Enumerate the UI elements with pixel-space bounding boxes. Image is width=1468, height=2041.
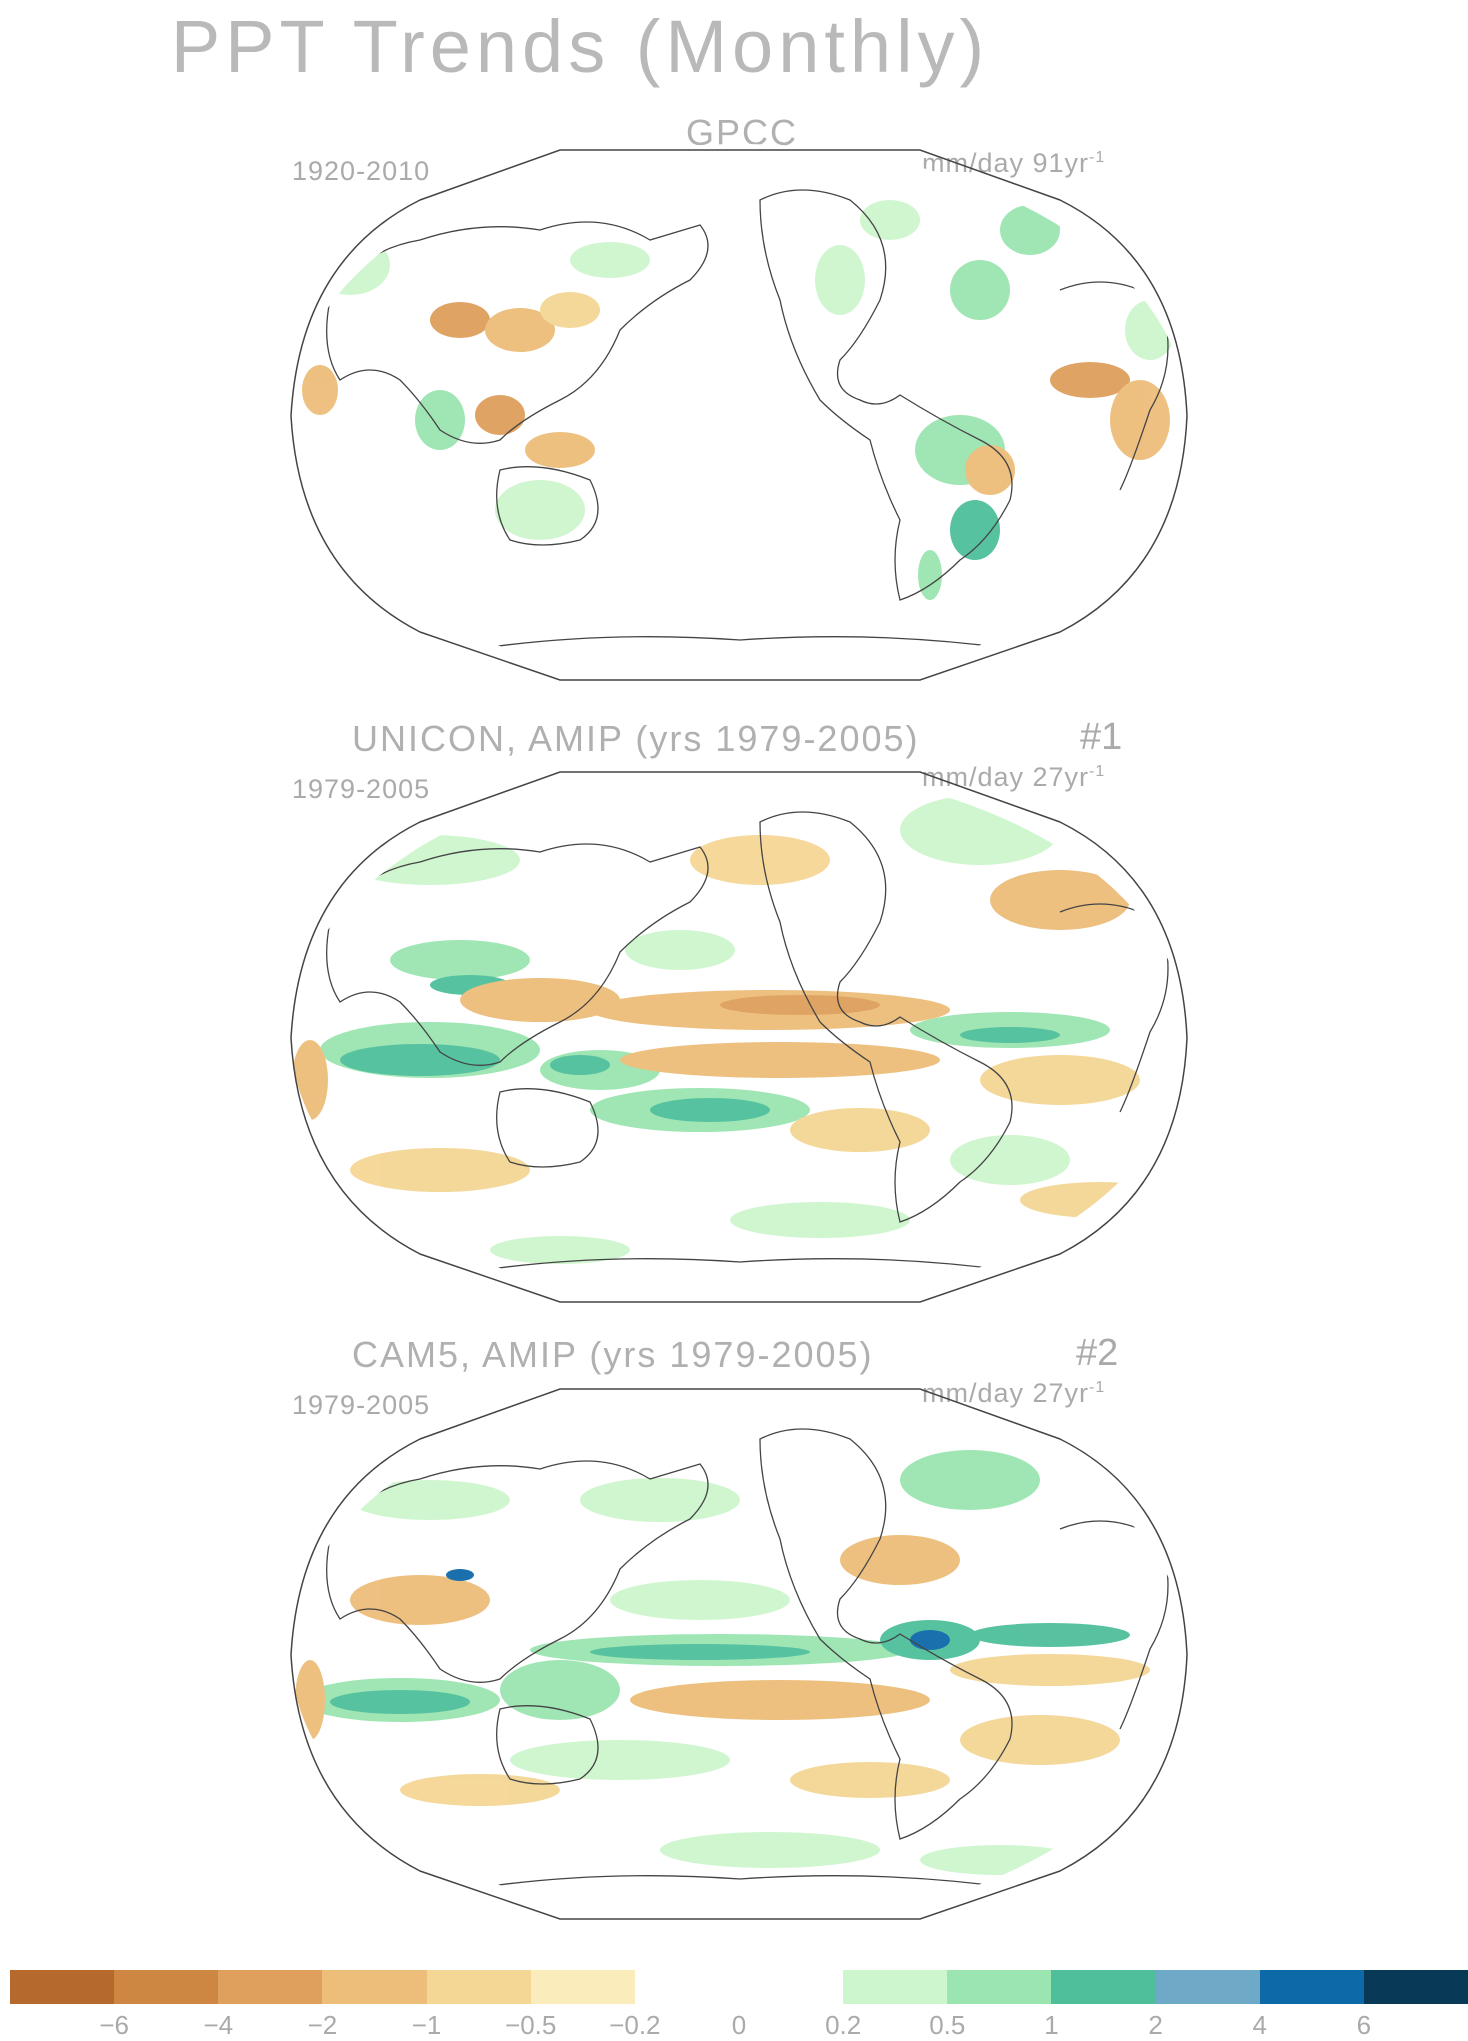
colorbar-segment [947,1970,1052,2004]
panel-1-units: mm/day 91yr-1 [922,148,1106,178]
map-border [290,771,1188,1303]
colorbar-label: −4 [203,2010,234,2040]
main-title: PPT Trends (Monthly) [170,5,990,88]
land-trend-patches [302,200,1175,600]
map-border [290,1388,1188,1920]
colorbar-segment [634,1970,739,2004]
colorbar-segment [1155,1970,1260,2004]
panel-3-units: mm/day 27yr-1 [922,1378,1106,1408]
colorbar-segment [530,1970,635,2004]
colorbar-label: −0.2 [609,2010,661,2040]
colorbar-label: 0 [731,2010,747,2040]
coastlines [326,189,1169,651]
colorbar-label: 2 [1148,2010,1163,2040]
colorbar-label: 0.5 [929,2010,966,2040]
colorbar-label: 1 [1044,2010,1059,2040]
map-unicon [290,766,1188,1310]
colorbar-label: −1 [411,2010,442,2040]
panel-2-title: UNICON, AMIP (yrs 1979-2005) [352,718,920,759]
colorbar-label: 4 [1252,2010,1267,2040]
colorbar-segment [10,1970,115,2004]
panel-2-period: 1979-2005 [292,774,431,804]
colorbar-segment [843,1970,948,2004]
colorbar-segment [426,1970,531,2004]
colorbar-label: 0.2 [825,2010,862,2040]
colorbar-segment [1363,1970,1468,2004]
map-gpcc [290,144,1188,688]
map-border [290,149,1188,681]
colorbar-label: 6 [1356,2010,1372,2040]
panel-3-number: #2 [1076,1332,1119,1374]
panel-3-title: CAM5, AMIP (yrs 1979-2005) [352,1334,874,1375]
maps-canvas [290,144,1188,1927]
colorbar-segment [218,1970,323,2004]
colorbar-label: −6 [99,2010,129,2040]
colorbar [10,1970,1468,2004]
colorbar-segment [1051,1970,1156,2004]
colorbar-segment [322,1970,427,2004]
colorbar-segment [114,1970,219,2004]
colorbar-segment [1259,1970,1364,2004]
colorbar-label: −2 [307,2010,338,2040]
panel-2-units: mm/day 27yr-1 [922,762,1106,792]
panel-2-number: #1 [1080,716,1123,758]
colorbar-label: −0.5 [505,2010,557,2040]
panel-1-period: 1920-2010 [292,156,431,186]
colorbar-segment [738,1970,844,2004]
map-cam5 [290,1383,1188,1927]
panel-3-period: 1979-2005 [292,1390,431,1420]
